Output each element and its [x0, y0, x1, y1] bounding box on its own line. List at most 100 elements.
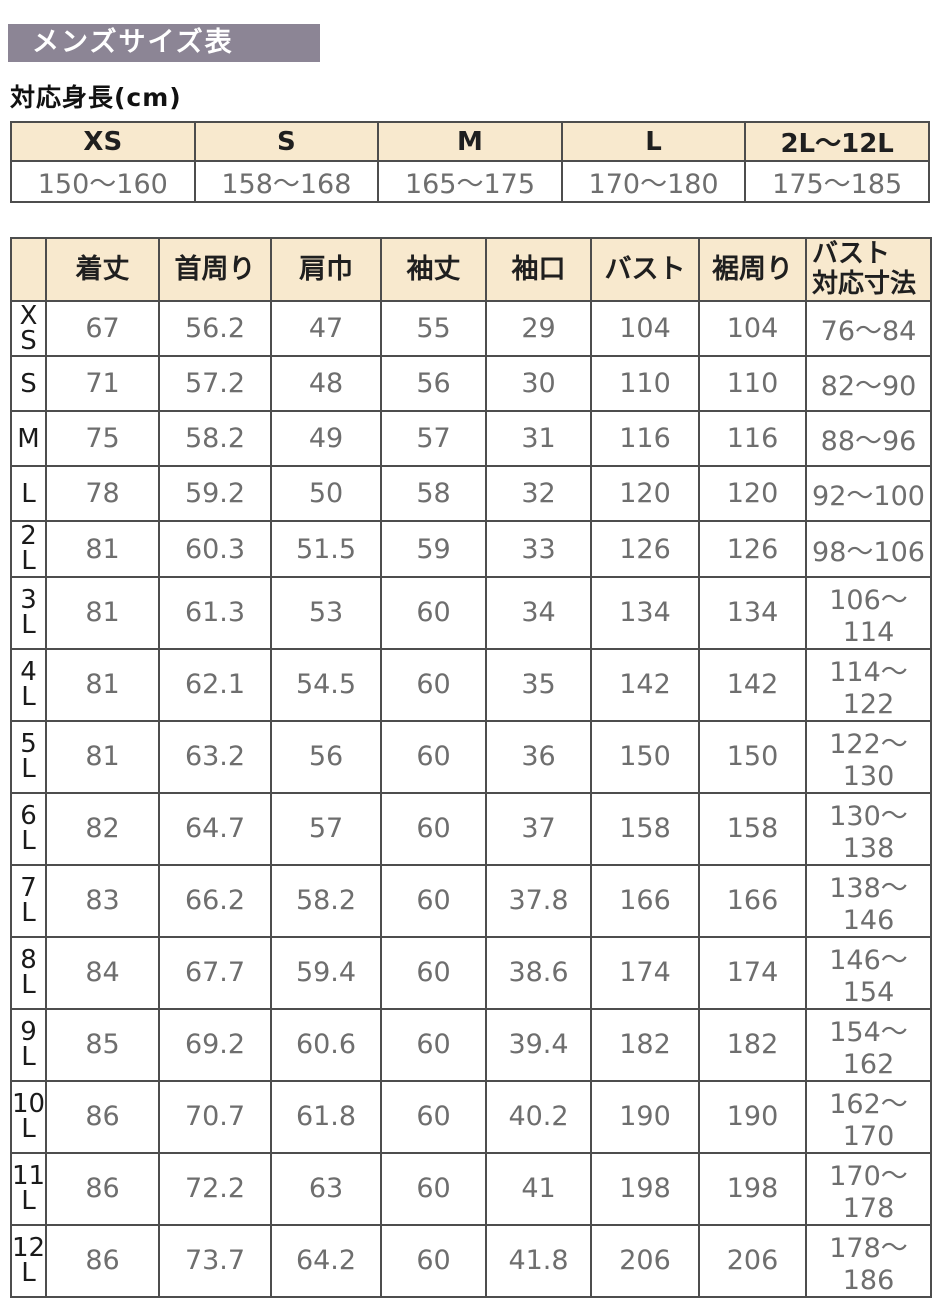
- size-col-3: 袖丈: [380, 237, 487, 302]
- size-cell-3l-4: 34: [485, 575, 592, 650]
- size-row-10l: 10 L 86 70.7 61.8 60 40.2 190 190 162〜170: [10, 1079, 932, 1154]
- size-cell-7l-6: 166: [698, 863, 807, 938]
- size-cell-s-0: 71: [45, 355, 160, 413]
- size-cell-10l-1: 70.7: [158, 1079, 272, 1154]
- size-cell-10l-7: 162〜170: [805, 1079, 932, 1154]
- size-cell-4l-5: 142: [590, 647, 700, 722]
- size-cell-10l-5: 190: [590, 1079, 700, 1154]
- height-value-2: 165〜175: [377, 160, 563, 203]
- size-row-m: M 75 58.2 49 57 31 116 116 88〜96: [10, 410, 932, 468]
- height-value-0: 150〜160: [10, 160, 196, 203]
- size-row-label-5l: 5 L: [10, 719, 47, 794]
- size-cell-9l-1: 69.2: [158, 1007, 272, 1082]
- size-col-4: 袖口: [485, 237, 592, 302]
- size-cell-10l-0: 86: [45, 1079, 160, 1154]
- size-cell-3l-0: 81: [45, 575, 160, 650]
- size-cell-xs-5: 104: [590, 299, 700, 358]
- size-row-label-xs: X S: [10, 299, 47, 358]
- size-col-5: バスト: [590, 237, 700, 302]
- size-cell-m-3: 57: [380, 410, 487, 468]
- size-cell-4l-6: 142: [698, 647, 807, 722]
- size-cell-2l-1: 60.3: [158, 520, 272, 578]
- size-cell-m-6: 116: [698, 410, 807, 468]
- size-cell-12l-1: 73.7: [158, 1223, 272, 1298]
- size-cell-10l-6: 190: [698, 1079, 807, 1154]
- page-title-text: メンズサイズ表: [32, 27, 234, 58]
- size-cell-12l-6: 206: [698, 1223, 807, 1298]
- size-row-label-4l: 4 L: [10, 647, 47, 722]
- size-cell-m-5: 116: [590, 410, 700, 468]
- size-row-l: L 78 59.2 50 58 32 120 120 92〜100: [10, 465, 932, 523]
- size-cell-3l-3: 60: [380, 575, 487, 650]
- height-col-1: S: [193, 121, 380, 162]
- size-cell-3l-1: 61.3: [158, 575, 272, 650]
- size-cell-6l-6: 158: [698, 791, 807, 866]
- size-row-label-10l: 10 L: [10, 1079, 47, 1154]
- size-cell-4l-3: 60: [380, 647, 487, 722]
- size-cell-6l-5: 158: [590, 791, 700, 866]
- size-cell-7l-2: 58.2: [270, 863, 382, 938]
- size-cell-2l-5: 126: [590, 520, 700, 578]
- size-cell-8l-5: 174: [590, 935, 700, 1010]
- size-row-label-m: M: [10, 410, 47, 468]
- height-table-value-row: 150〜160 158〜168 165〜175 170〜180 175〜185: [10, 160, 930, 203]
- size-cell-5l-7: 122〜130: [805, 719, 932, 794]
- size-cell-l-0: 78: [45, 465, 160, 523]
- size-cell-3l-7: 106〜114: [805, 575, 932, 650]
- size-row-label-2l: 2 L: [10, 520, 47, 578]
- size-cell-6l-4: 37: [485, 791, 592, 866]
- size-cell-3l-6: 134: [698, 575, 807, 650]
- size-cell-4l-1: 62.1: [158, 647, 272, 722]
- size-cell-4l-7: 114〜122: [805, 647, 932, 722]
- size-cell-11l-5: 198: [590, 1151, 700, 1226]
- size-cell-m-4: 31: [485, 410, 592, 468]
- size-cell-m-7: 88〜96: [805, 410, 932, 468]
- size-row-label-11l: 11 L: [10, 1151, 47, 1226]
- height-col-4: 2L〜12L: [744, 121, 930, 162]
- size-cell-l-7: 92〜100: [805, 465, 932, 523]
- size-cell-5l-1: 63.2: [158, 719, 272, 794]
- height-table-header-row: XS S M L 2L〜12L: [10, 121, 930, 162]
- size-cell-12l-3: 60: [380, 1223, 487, 1298]
- size-cell-xs-6: 104: [698, 299, 807, 358]
- size-cell-s-6: 110: [698, 355, 807, 413]
- size-cell-s-2: 48: [270, 355, 382, 413]
- size-cell-11l-6: 198: [698, 1151, 807, 1226]
- size-cell-4l-0: 81: [45, 647, 160, 722]
- size-row-label-s: S: [10, 355, 47, 413]
- size-cell-3l-5: 134: [590, 575, 700, 650]
- size-cell-9l-5: 182: [590, 1007, 700, 1082]
- size-cell-l-2: 50: [270, 465, 382, 523]
- size-cell-10l-3: 60: [380, 1079, 487, 1154]
- height-col-3: L: [560, 121, 747, 162]
- size-col-2: 肩巾: [270, 237, 382, 302]
- size-col-6: 裾周り: [698, 237, 807, 302]
- size-row-2l: 2 L 81 60.3 51.5 59 33 126 126 98〜106: [10, 520, 932, 578]
- size-cell-s-3: 56: [380, 355, 487, 413]
- size-cell-5l-4: 36: [485, 719, 592, 794]
- size-cell-s-5: 110: [590, 355, 700, 413]
- size-cell-9l-2: 60.6: [270, 1007, 382, 1082]
- size-cell-11l-3: 60: [380, 1151, 487, 1226]
- size-cell-6l-3: 60: [380, 791, 487, 866]
- size-cell-xs-7: 76〜84: [805, 299, 932, 358]
- size-cell-4l-2: 54.5: [270, 647, 382, 722]
- size-cell-5l-5: 150: [590, 719, 700, 794]
- size-row-4l: 4 L 81 62.1 54.5 60 35 142 142 114〜122: [10, 647, 932, 722]
- size-row-3l: 3 L 81 61.3 53 60 34 134 134 106〜114: [10, 575, 932, 650]
- size-cell-s-1: 57.2: [158, 355, 272, 413]
- size-cell-7l-3: 60: [380, 863, 487, 938]
- size-cell-8l-4: 38.6: [485, 935, 592, 1010]
- size-row-12l: 12 L 86 73.7 64.2 60 41.8 206 206 178〜186: [10, 1223, 932, 1298]
- size-cell-9l-4: 39.4: [485, 1007, 592, 1082]
- size-cell-12l-5: 206: [590, 1223, 700, 1298]
- size-cell-6l-0: 82: [45, 791, 160, 866]
- size-cell-s-7: 82〜90: [805, 355, 932, 413]
- size-cell-2l-0: 81: [45, 520, 160, 578]
- size-col-7: バスト 対応寸法: [805, 237, 932, 302]
- size-cell-l-1: 59.2: [158, 465, 272, 523]
- size-cell-7l-1: 66.2: [158, 863, 272, 938]
- size-cell-xs-1: 56.2: [158, 299, 272, 358]
- size-cell-12l-2: 64.2: [270, 1223, 382, 1298]
- size-cell-9l-6: 182: [698, 1007, 807, 1082]
